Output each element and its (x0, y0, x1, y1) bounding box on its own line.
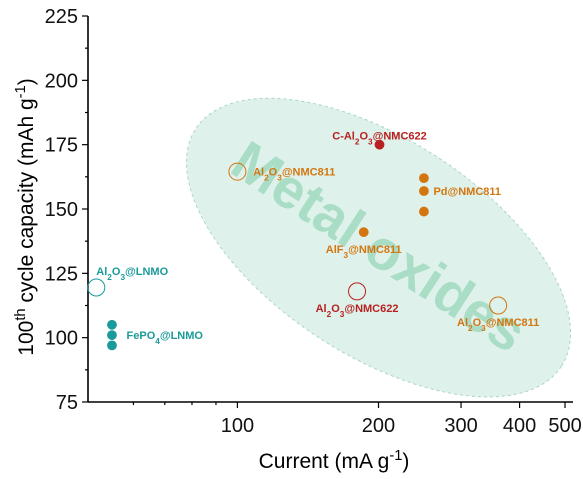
y-axis-title: 100th cycle capacity (mAh g-1) (13, 78, 38, 355)
y-tick-label: 225 (45, 6, 78, 28)
y-tick-label: 75 (56, 392, 78, 414)
data-point (374, 139, 385, 150)
y-tick-label: 150 (45, 199, 78, 221)
y-tick-label: 125 (45, 263, 78, 285)
x-tick-label: 200 (362, 415, 395, 437)
x-tick-label: 500 (548, 415, 581, 437)
data-point (419, 206, 429, 217)
point-label: Al2O3@NMC811 (253, 167, 335, 183)
metal-oxides-region (185, 97, 572, 398)
point-label: FePO4@LNMO (127, 330, 204, 346)
data-point (419, 173, 429, 184)
data-point-open (348, 282, 367, 301)
point-label: C-Al2O3@NMC622 (332, 131, 427, 147)
point-label: Al2O3@NMC811 (457, 317, 539, 333)
data-point-open (87, 278, 106, 297)
data-point (358, 227, 369, 238)
data-point-open (228, 162, 247, 181)
y-tick-label: 200 (45, 70, 78, 92)
y-tick-label: 100 (45, 328, 78, 350)
data-point (419, 186, 429, 196)
x-axis-title: Current (mA g-1) (259, 448, 410, 473)
data-point (107, 340, 117, 351)
x-tick-label: 300 (444, 415, 477, 437)
y-tick-label: 175 (45, 135, 78, 157)
point-label: AlF3@NMC811 (326, 244, 402, 259)
data-point (107, 330, 117, 340)
data-point-open (489, 296, 508, 315)
x-tick-label: 400 (503, 415, 536, 437)
point-label: Al2O3@LNMO (96, 266, 168, 282)
point-label: Pd@NMC811 (433, 186, 501, 198)
point-label: Al2O3@NMC622 (316, 303, 399, 319)
data-point (107, 319, 117, 330)
x-tick-label: 100 (221, 415, 254, 437)
